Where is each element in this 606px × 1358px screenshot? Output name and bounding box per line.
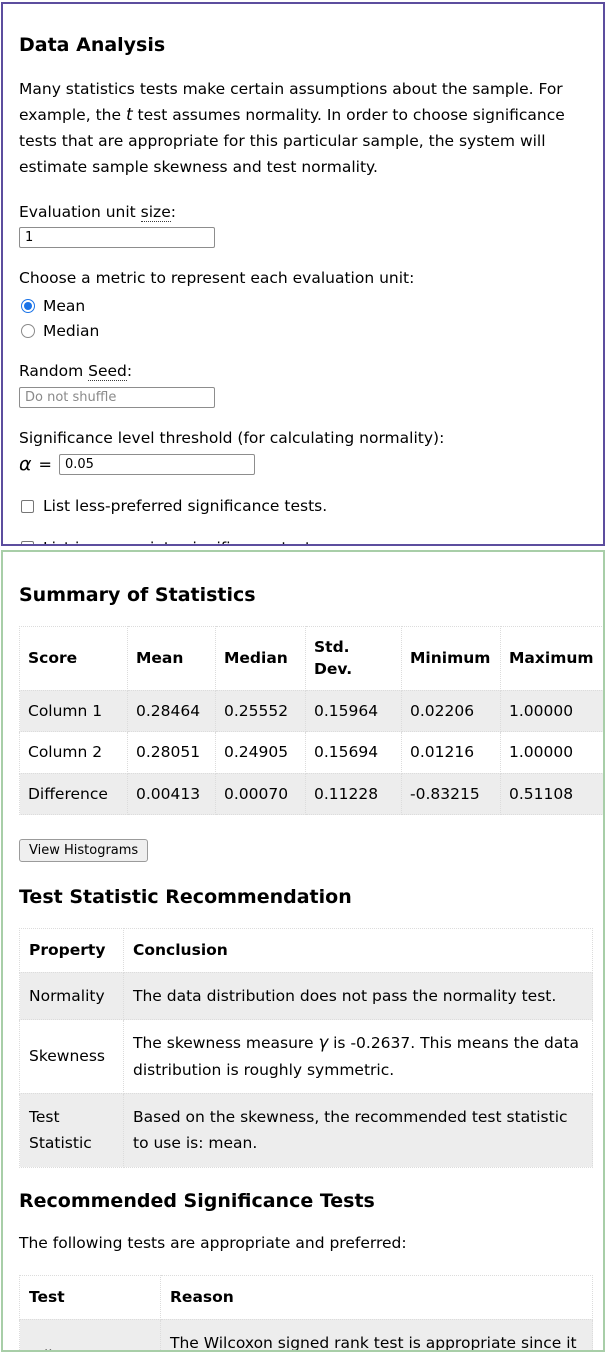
- table-row-column-2: Column 2 0.28051 0.24905 0.15694 0.01216…: [19, 731, 603, 774]
- significance-tests-title: Recommended Significance Tests: [19, 1189, 375, 1212]
- column-header-test: Test: [19, 1275, 161, 1320]
- cell-test: Wilcoxon Signed Rank: [19, 1318, 161, 1350]
- radio-option-mean[interactable]: Mean: [21, 296, 587, 317]
- cell-conclusion: Based on the skewness, the recommended t…: [123, 1092, 593, 1168]
- alpha-label: Significance level threshold (for calcul…: [19, 429, 445, 448]
- table-row-column-1: Column 1 0.28464 0.25552 0.15964 0.02206…: [19, 689, 603, 733]
- cell-maximum: 1.00000: [500, 731, 603, 774]
- cell-maximum: 1.00000: [500, 689, 603, 733]
- summary-title: Summary of Statistics: [19, 584, 256, 606]
- cell-score: Column 2: [19, 731, 128, 774]
- cell-minimum: -0.83215: [401, 772, 501, 816]
- results-panel: Summary of Statistics Score Mean Median …: [1, 550, 605, 1352]
- cell-score: Difference: [19, 772, 128, 816]
- column-header-median: Median: [215, 626, 306, 691]
- recommendation-title: Test Statistic Recommendation: [19, 886, 352, 909]
- random-seed-input[interactable]: [19, 387, 215, 409]
- median-radio-button[interactable]: [21, 324, 35, 338]
- radio-option-median[interactable]: Median: [21, 321, 587, 342]
- eval-unit-label: Evaluation unit size:: [19, 202, 176, 222]
- random-seed-label: Random Seed:: [19, 362, 133, 382]
- data-analysis-form-panel: Data Analysis Many statistics tests make…: [1, 2, 605, 546]
- cell-property: Test Statistic: [19, 1092, 124, 1168]
- cell-mean: 0.00413: [127, 772, 216, 816]
- tests-header-row: Test Reason: [19, 1275, 593, 1320]
- cell-score: Column 1: [19, 689, 128, 733]
- form-title: Data Analysis: [19, 34, 166, 56]
- cell-minimum: 0.02206: [401, 689, 501, 733]
- recommended-tests-table: Test Reason Wilcoxon Signed Rank The Wil…: [19, 1275, 593, 1350]
- table-row-difference: Difference 0.00413 0.00070 0.11228 -0.83…: [19, 772, 603, 816]
- table-row-normality: Normality The data distribution does not…: [19, 971, 593, 1021]
- column-header-score: Score: [19, 626, 128, 691]
- cell-reason: The Wilcoxon signed rank test is appropr…: [160, 1318, 593, 1350]
- inappropriate-checkbox-row[interactable]: List inappropriate significance tests.: [21, 538, 587, 544]
- cell-std-dev: 0.11228: [305, 772, 402, 816]
- cell-conclusion: The skewness measure γ is -0.2637. This …: [123, 1019, 593, 1094]
- cell-mean: 0.28464: [127, 689, 216, 733]
- gamma-symbol: γ: [318, 1033, 329, 1053]
- eval-unit-field: Evaluation unit size:: [19, 200, 587, 249]
- column-header-property: Property: [19, 928, 124, 973]
- cell-maximum: 0.51108: [500, 772, 603, 816]
- mean-radio-button[interactable]: [21, 299, 35, 314]
- alpha-symbol: α: [19, 452, 32, 475]
- eval-unit-input[interactable]: [19, 227, 215, 249]
- mean-radio-label: Mean: [43, 296, 86, 315]
- recommendation-header-row: Property Conclusion: [19, 928, 593, 973]
- alpha-field: Significance level threshold (for calcul…: [19, 426, 587, 475]
- less-preferred-checkbox-row[interactable]: List less-preferred significance tests.: [21, 496, 587, 517]
- metric-label: Choose a metric to represent each evalua…: [19, 269, 415, 288]
- test-statistic-recommendation-table: Property Conclusion Normality The data d…: [19, 928, 593, 1168]
- summary-statistics-table: Score Mean Median Std. Dev. Minimum Maxi…: [19, 626, 603, 816]
- cell-minimum: 0.01216: [401, 731, 501, 774]
- column-header-mean: Mean: [127, 626, 216, 691]
- table-row-wilcoxon: Wilcoxon Signed Rank The Wilcoxon signed…: [19, 1318, 593, 1350]
- inappropriate-checkbox-label: List inappropriate significance tests.: [43, 538, 324, 544]
- inappropriate-checkbox[interactable]: [21, 541, 34, 544]
- cell-property: Normality: [19, 971, 124, 1021]
- description-text-part1: Many statistics tests make certain assum…: [19, 80, 563, 124]
- cell-median: 0.25552: [215, 689, 306, 733]
- cell-std-dev: 0.15964: [305, 689, 402, 733]
- cell-median: 0.00070: [215, 772, 306, 816]
- form-description: Many statistics tests make certain assum…: [19, 77, 587, 181]
- alpha-input-row: α =: [19, 452, 587, 475]
- median-radio-label: Median: [43, 321, 100, 340]
- description-text-part2: test assumes normality. In order to choo…: [19, 105, 565, 176]
- column-header-minimum: Minimum: [401, 626, 501, 691]
- significance-tests-intro: The following tests are appropriate and …: [19, 1233, 407, 1252]
- table-row-skewness: Skewness The skewness measure γ is -0.26…: [19, 1019, 593, 1094]
- cell-std-dev: 0.15694: [305, 731, 402, 774]
- metric-field: Choose a metric to represent each evalua…: [19, 266, 587, 341]
- cell-property: Skewness: [19, 1019, 124, 1094]
- random-seed-field: Random Seed:: [19, 359, 587, 409]
- math-t-symbol: t: [125, 104, 133, 125]
- less-preferred-checkbox-label: List less-preferred significance tests.: [43, 496, 328, 515]
- cell-mean: 0.28051: [127, 731, 216, 774]
- random-seed-term: Seed: [88, 362, 127, 382]
- equals-sign: =: [38, 454, 52, 474]
- alpha-input[interactable]: [58, 453, 255, 475]
- column-header-std-dev: Std. Dev.: [305, 626, 402, 691]
- cell-conclusion: The data distribution does not pass the …: [123, 971, 593, 1021]
- less-preferred-checkbox[interactable]: [21, 499, 34, 513]
- view-histograms-button[interactable]: View Histograms: [19, 839, 149, 863]
- table-row-test-statistic: Test Statistic Based on the skewness, th…: [19, 1092, 593, 1168]
- summary-header-row: Score Mean Median Std. Dev. Minimum Maxi…: [19, 626, 603, 691]
- cell-median: 0.24905: [215, 731, 306, 774]
- column-header-maximum: Maximum: [500, 626, 603, 691]
- eval-unit-term: size: [140, 202, 171, 222]
- column-header-reason: Reason: [160, 1275, 593, 1320]
- column-header-conclusion: Conclusion: [123, 928, 593, 973]
